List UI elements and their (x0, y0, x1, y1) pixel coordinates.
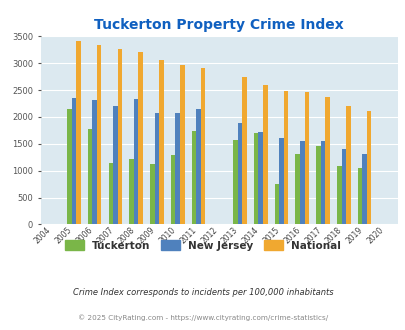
Bar (159, 60, 163, 224)
Bar (357, 168, 362, 224)
Bar (279, 138, 283, 224)
Text: Crime Index corresponds to incidents per 100,000 inhabitants: Crime Index corresponds to incidents per… (72, 287, 333, 297)
Bar (92, 100, 97, 224)
Bar (117, 49, 122, 224)
Bar (154, 113, 159, 224)
Bar (200, 68, 205, 224)
Bar (87, 129, 92, 224)
Bar (253, 133, 258, 224)
Bar (345, 106, 350, 224)
Bar (134, 99, 138, 224)
Bar (179, 65, 184, 224)
Bar (150, 164, 154, 224)
Bar (171, 155, 175, 224)
Bar (242, 78, 246, 224)
Bar (262, 85, 267, 224)
Bar (232, 140, 237, 224)
Bar (274, 184, 279, 224)
Bar (237, 122, 242, 224)
Bar (336, 166, 341, 224)
Bar (366, 111, 371, 224)
Bar (108, 163, 113, 224)
Bar (295, 154, 299, 224)
Title: Tuckerton Property Crime Index: Tuckerton Property Crime Index (94, 18, 343, 32)
Bar (113, 106, 117, 224)
Bar (320, 141, 324, 224)
Bar (283, 90, 288, 224)
Bar (341, 149, 345, 224)
Bar (97, 45, 101, 224)
Bar (299, 141, 304, 224)
Bar (196, 109, 200, 224)
Bar (315, 147, 320, 224)
Legend: Tuckerton, New Jersey, National: Tuckerton, New Jersey, National (61, 236, 344, 255)
Bar (362, 154, 366, 224)
Bar (138, 52, 143, 224)
Bar (191, 131, 196, 224)
Bar (129, 159, 134, 224)
Bar (175, 113, 179, 224)
Bar (324, 97, 329, 224)
Bar (258, 133, 262, 224)
Bar (67, 109, 71, 224)
Bar (71, 98, 76, 224)
Bar (304, 92, 309, 224)
Text: © 2025 CityRating.com - https://www.cityrating.com/crime-statistics/: © 2025 CityRating.com - https://www.city… (78, 314, 327, 321)
Bar (76, 41, 81, 224)
